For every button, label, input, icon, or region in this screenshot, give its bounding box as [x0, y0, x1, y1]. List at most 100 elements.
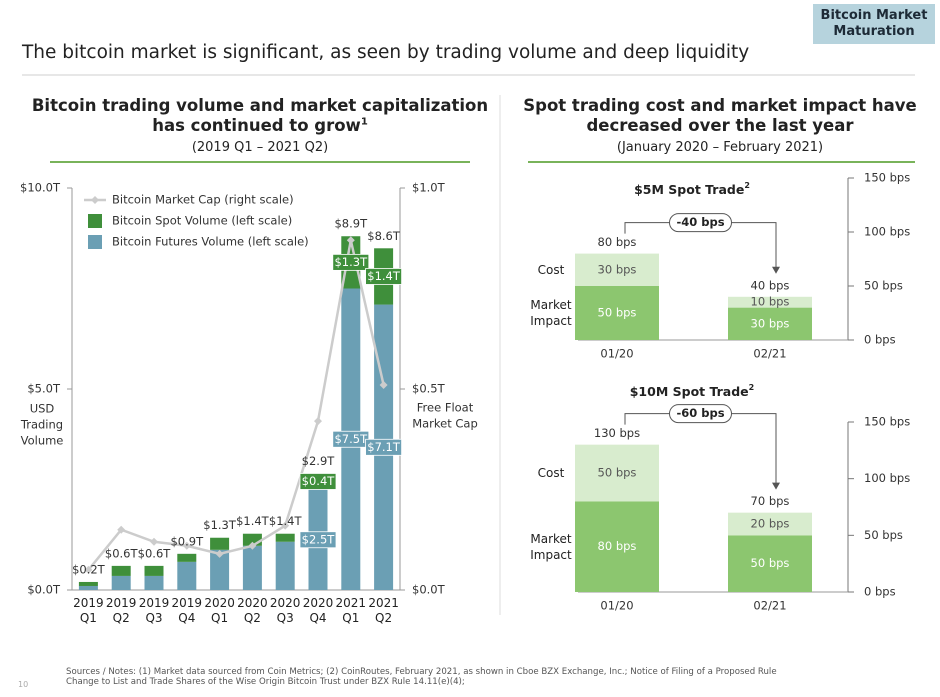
panel-subtitle: (January 2020 – February 2021)	[616, 140, 824, 155]
value-label: $1.3T	[334, 255, 368, 269]
change-label: -40 bps	[676, 215, 724, 229]
total-label: 80 bps	[598, 235, 637, 249]
total-label: $1.3T	[203, 518, 237, 532]
bar-segment	[275, 541, 295, 590]
bar-segment	[728, 512, 812, 536]
value-label: 50 bps	[598, 466, 637, 480]
y-axis-label: Volume	[21, 434, 64, 448]
value-label: 10 bps	[751, 295, 790, 309]
section-tag: Bitcoin Market Maturation	[813, 4, 935, 44]
change-box	[669, 404, 732, 424]
bar-segment	[78, 581, 98, 586]
total-label: 40 bps	[751, 278, 790, 292]
bar-segment	[242, 545, 262, 590]
value-label: 30 bps	[598, 262, 637, 276]
total-label: $0.9T	[170, 534, 204, 548]
y-tick-label: 100 bps	[864, 471, 910, 485]
y2-axis-label: Free Float	[417, 401, 474, 415]
bar-segment	[144, 565, 164, 576]
chart-title: Bitcoin trading volume and market capita…	[30, 96, 490, 136]
value-label: $7.1T	[367, 440, 401, 454]
bar-segment	[111, 575, 131, 590]
legend-label: Bitcoin Market Cap (right scale)	[112, 193, 294, 207]
y2-tick-label: $0.5T	[412, 382, 446, 396]
bar-segment	[275, 533, 295, 542]
total-label: 130 bps	[594, 426, 640, 440]
chart-title-text: $5M Spot Trade	[634, 182, 744, 197]
y-tick-label: 50 bps	[864, 528, 903, 542]
y-tick-label: $10.0T	[20, 181, 61, 195]
chart-title-text: Bitcoin trading volume and market capita…	[31, 96, 489, 135]
footnote-ref: 1	[360, 116, 368, 128]
legend-label: Bitcoin Futures Volume (left scale)	[112, 235, 309, 249]
y-tick-label: $0.0T	[27, 583, 61, 597]
y2-axis-label: Market Cap	[412, 417, 478, 431]
y-tick-label: 150 bps	[864, 415, 910, 429]
legend-marker	[91, 196, 99, 204]
line-series	[87, 239, 385, 571]
legend-label: Bitcoin Spot Volume (left scale)	[112, 214, 292, 228]
legend-swatch	[88, 214, 102, 228]
bar-segment	[111, 565, 131, 576]
bar-segment	[575, 253, 659, 286]
bar-segment	[728, 307, 812, 340]
total-label: $0.6T	[138, 546, 172, 560]
chart-subtitle: (2019 Q1 – 2021 Q2)	[191, 140, 329, 155]
line-marker	[379, 380, 388, 389]
x-tick-label: 2019 Q4	[171, 596, 203, 625]
x-tick-label: 2021 Q2	[368, 596, 399, 625]
y-axis-label: Trading	[20, 418, 63, 432]
value-label: 50 bps	[751, 556, 790, 570]
line-marker	[314, 417, 322, 426]
value-label-bg	[365, 438, 403, 456]
footnote: Sources / Notes: (1) Market data sourced…	[66, 667, 777, 688]
bar-segment	[78, 585, 98, 590]
bar-segment	[210, 549, 230, 590]
line-marker	[150, 537, 158, 546]
change-label: -60 bps	[676, 406, 724, 420]
x-tick-label: 2021 Q1	[335, 596, 367, 625]
y-tick-label: $5.0T	[27, 382, 61, 396]
x-tick-label: 2020 Q3	[269, 596, 301, 625]
line-marker	[182, 541, 191, 550]
total-label: $1.4T	[269, 514, 303, 528]
bar-segment	[210, 537, 230, 550]
total-label: $1.4T	[236, 514, 270, 528]
line-marker	[248, 541, 257, 550]
value-label: $1.4T	[367, 269, 401, 283]
bar-segment	[575, 286, 659, 340]
total-label: $8.6T	[367, 229, 401, 243]
chart-title: $10M Spot Trade2	[630, 383, 755, 399]
slide-title: The bitcoin market is significant, as se…	[22, 42, 750, 63]
total-label: $0.6T	[105, 546, 139, 560]
arrow-head	[772, 266, 780, 274]
x-tick-label: 2020 Q1	[204, 596, 235, 625]
value-label-bg	[365, 268, 403, 285]
value-label: $0.4T	[302, 474, 336, 488]
bar-segment	[575, 444, 659, 502]
series-label: Cost	[537, 262, 565, 277]
footnote-ref: 2	[744, 181, 750, 190]
arrow-head	[772, 482, 780, 490]
bar-segment	[177, 553, 197, 562]
value-label: $2.5T	[302, 532, 336, 546]
value-label-bg	[332, 253, 370, 271]
x-tick-label: 02/21	[753, 347, 786, 361]
line-marker	[346, 236, 355, 245]
chart-title-text: $10M Spot Trade	[630, 384, 749, 399]
value-label-bg	[299, 473, 337, 490]
page-number: 10	[18, 680, 29, 689]
y-tick-label: 0 bps	[864, 333, 896, 347]
bar-segment	[728, 535, 812, 592]
change-box	[669, 213, 732, 233]
value-label: 20 bps	[751, 517, 790, 531]
x-tick-label: 2019 Q2	[105, 596, 137, 625]
legend-swatch	[88, 235, 102, 249]
line-marker	[215, 549, 224, 558]
bar-segment	[177, 561, 197, 590]
total-label: $2.9T	[302, 454, 336, 468]
panel-title: Spot trading cost and market impact have…	[523, 96, 917, 135]
chart-title: $5M Spot Trade2	[634, 181, 750, 197]
footnote-ref: 2	[749, 383, 755, 392]
